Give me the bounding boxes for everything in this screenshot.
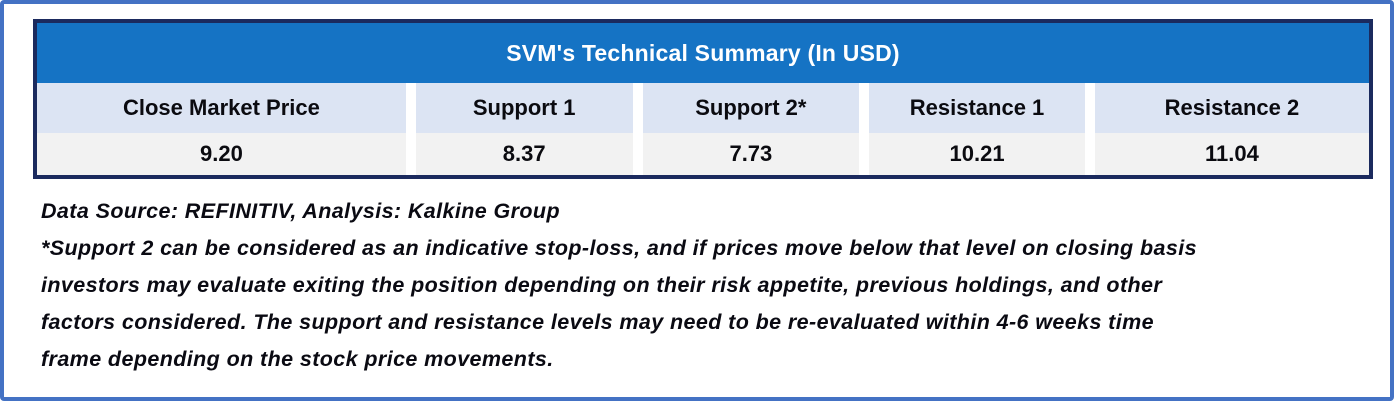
table-title: SVM's Technical Summary (In USD) xyxy=(37,23,1369,83)
value-resistance-2: 11.04 xyxy=(1094,133,1369,175)
column-header-resistance-1: Resistance 1 xyxy=(869,83,1085,133)
footnote-line: frame depending on the stock price movem… xyxy=(41,347,554,371)
value-close-market-price: 9.20 xyxy=(37,133,406,175)
technical-summary-table: SVM's Technical Summary (In USD) Close M… xyxy=(33,19,1373,179)
value-resistance-1: 10.21 xyxy=(869,133,1085,175)
footnote-line: factors considered. The support and resi… xyxy=(41,310,1154,334)
footnote-line: investors may evaluate exiting the posit… xyxy=(41,273,1163,297)
column-header-resistance-2: Resistance 2 xyxy=(1094,83,1369,133)
data-source-note: Data Source: REFINITIV, Analysis: Kalkin… xyxy=(41,199,561,223)
footnote-line: *Support 2 can be considered as an indic… xyxy=(41,236,1197,260)
table-grid: Close Market Price Support 1 Support 2* … xyxy=(37,83,1369,175)
column-header-support-1: Support 1 xyxy=(415,83,633,133)
value-support-1: 8.37 xyxy=(415,133,633,175)
column-header-close-market-price: Close Market Price xyxy=(37,83,406,133)
value-support-2: 7.73 xyxy=(642,133,860,175)
column-header-support-2: Support 2* xyxy=(642,83,860,133)
notes-block: Data Source: REFINITIV, Analysis: Kalkin… xyxy=(41,193,1381,378)
